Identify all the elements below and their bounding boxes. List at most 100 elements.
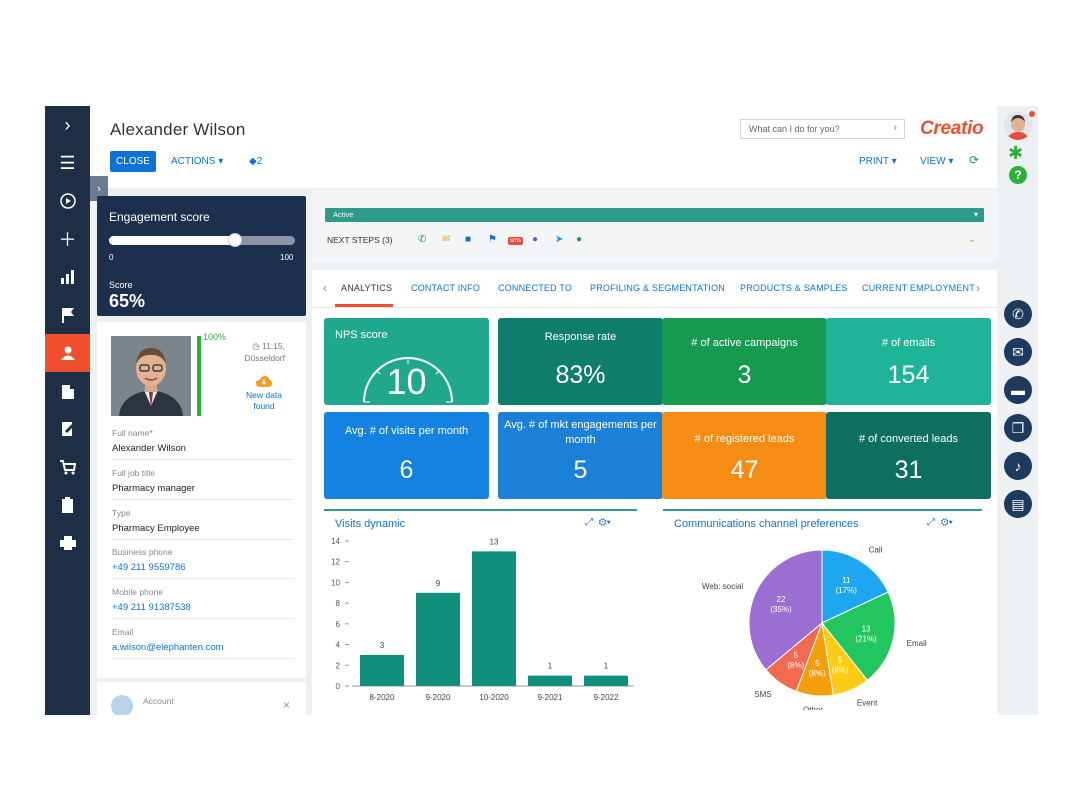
new-data-found[interactable]: New data found — [237, 376, 291, 412]
tab-scroll-left-icon[interactable]: ‹ — [323, 281, 327, 295]
tags-button[interactable]: ◆2 — [249, 156, 262, 167]
user-avatar[interactable] — [1004, 112, 1032, 140]
x-tick-label: 10-2020 — [479, 693, 509, 702]
gear-icon[interactable]: ✱ — [1008, 143, 1024, 163]
x-tick-label: 9-2020 — [426, 693, 451, 702]
close-icon[interactable]: × — [283, 698, 291, 712]
chart-title: Communications channel preferences — [674, 518, 859, 530]
documents-icon[interactable] — [45, 410, 90, 448]
expand-icon[interactable]: ⤢ — [927, 517, 935, 528]
messenger-icon[interactable]: ● — [532, 234, 539, 245]
page-title: Alexander Wilson — [110, 120, 246, 139]
play-icon[interactable] — [45, 182, 90, 220]
slice-percent-label: (21%) — [855, 634, 877, 643]
account-panel: Account × — [97, 682, 306, 715]
whatsapp-icon[interactable]: ● — [576, 234, 583, 245]
tab-bar: ‹ ANALYTICS CONTACT INFO CONNECTED TO PR… — [312, 270, 997, 308]
tab-contact-info[interactable]: CONTACT INFO — [411, 283, 481, 293]
contacts-icon[interactable] — [45, 334, 90, 372]
tile-value: 3 — [737, 361, 752, 389]
tile-title: # of registered leads — [694, 433, 795, 445]
y-tick-label: 4 — [336, 641, 341, 650]
mail-icon[interactable]: ✉ — [1004, 338, 1032, 366]
tab-current-employment[interactable]: CURRENT EMPLOYMENT — [862, 283, 975, 293]
x-tick-label: 9-2022 — [594, 693, 619, 702]
email-icon[interactable]: ✉ — [442, 234, 451, 245]
slider-knob[interactable] — [228, 233, 243, 247]
field-label: Business phone — [112, 547, 173, 557]
tile-nps-score[interactable]: NPS score 10 — [324, 318, 489, 405]
tile-active-campaigns[interactable]: # of active campaigns 3 — [662, 318, 827, 405]
chat-icon[interactable]: ■ — [465, 234, 472, 245]
cart-icon[interactable] — [45, 448, 90, 486]
chart-tools[interactable]: ⤢ ⚙▾ — [927, 517, 953, 528]
accounts-icon[interactable] — [45, 372, 90, 410]
tab-analytics[interactable]: ANALYTICS — [341, 283, 393, 293]
tile-registered-leads[interactable]: # of registered leads 47 — [662, 412, 827, 499]
tile-response-rate[interactable]: Response rate 83% — [498, 318, 663, 405]
tile-value: 83% — [555, 361, 606, 389]
phone-call-icon[interactable]: ✆ — [1004, 300, 1032, 328]
telegram-icon[interactable]: ➤ — [555, 234, 564, 245]
panel-collapse-toggle[interactable]: › — [90, 176, 108, 201]
sms-icon[interactable]: sms — [508, 237, 523, 245]
next-steps-label[interactable]: NEXT STEPS (3) — [327, 235, 393, 245]
field-value[interactable]: Pharmacy manager — [112, 483, 195, 494]
chart-tools[interactable]: ⤢ ⚙▾ — [585, 517, 611, 528]
slice-name-label: SMS — [754, 690, 771, 699]
account-label: Account — [143, 696, 174, 706]
task-flag-icon[interactable]: ⚑ — [488, 234, 497, 245]
slice-name-label: Web: social — [702, 582, 743, 591]
help-icon[interactable]: ? — [1009, 166, 1027, 184]
tile-avg-visits[interactable]: Avg. # of visits per month 6 — [324, 412, 489, 499]
field-value[interactable]: Pharmacy Employee — [112, 523, 200, 534]
actions-menu[interactable]: ACTIONS ▾ — [171, 156, 224, 167]
engagement-slider[interactable] — [109, 233, 295, 247]
status-dropdown[interactable]: Active ▾ — [325, 208, 984, 222]
contact-photo[interactable] — [111, 336, 191, 416]
printer-icon[interactable] — [45, 524, 90, 562]
tab-connected-to[interactable]: CONNECTED TO — [498, 283, 573, 293]
settings-icon[interactable]: ⚙▾ — [940, 517, 953, 528]
local-city: Düsseldorf — [244, 353, 285, 363]
field-value[interactable]: +49 211 9559786 — [112, 562, 186, 573]
settings-icon[interactable]: ⚙▾ — [598, 517, 611, 528]
expand-chevron-icon[interactable]: › — [64, 114, 71, 135]
message-icon[interactable]: ▬ — [1004, 376, 1032, 404]
tile-title: Avg. # of visits per month — [344, 425, 469, 437]
clipboard-icon[interactable] — [45, 486, 90, 524]
bar-value-label: 1 — [548, 662, 553, 671]
tile-converted-leads[interactable]: # of converted leads 31 — [826, 412, 991, 499]
x-tick-label: 9-2021 — [538, 693, 563, 702]
tile-avg-mkt-engagements[interactable]: Avg. # of mkt engagements per month 5 — [498, 412, 663, 499]
chevron-down-icon[interactable]: ⌄ — [968, 234, 977, 245]
tile-emails[interactable]: # of emails 154 — [826, 318, 991, 405]
feed-icon[interactable]: ▤ — [1004, 490, 1032, 518]
tab-scroll-right-icon[interactable]: › — [976, 281, 980, 295]
tile-value: 6 — [399, 456, 414, 484]
expand-icon[interactable]: ⤢ — [585, 517, 593, 528]
tab-products-samples[interactable]: PRODUCTS & SAMPLES — [740, 283, 848, 293]
analytics-content: NPS score 10 Response rate 83% # of acti… — [312, 308, 997, 715]
refresh-icon[interactable]: ⟳ — [969, 153, 980, 167]
chats-icon[interactable]: ❐ — [1004, 414, 1032, 442]
field-value[interactable]: Alexander Wilson — [112, 443, 186, 454]
field-value[interactable]: a.wilson@elephanten.com — [112, 642, 224, 653]
phone-icon[interactable]: ✆ — [418, 234, 427, 245]
tile-title: # of emails — [881, 337, 936, 349]
slice-percent-label: (17%) — [836, 586, 858, 595]
print-menu[interactable]: PRINT ▾ — [859, 156, 897, 167]
menu-icon[interactable]: ☰ — [59, 152, 76, 173]
bell-icon[interactable]: ♪ — [1004, 452, 1032, 480]
field-type: Type Pharmacy Employee — [112, 508, 293, 540]
add-icon[interactable]: ＋ — [58, 230, 77, 250]
slice-value-label: 22 — [777, 595, 786, 604]
view-menu[interactable]: VIEW ▾ — [920, 156, 954, 167]
close-button[interactable]: CLOSE — [110, 151, 156, 172]
flag-icon[interactable] — [45, 296, 90, 334]
analytics-icon[interactable] — [45, 258, 90, 296]
search-input[interactable]: What can I do for you? › — [740, 119, 905, 139]
cloud-download-icon — [256, 376, 272, 387]
field-value[interactable]: +49 211 91387538 — [112, 602, 191, 613]
tab-profiling-segmentation[interactable]: PROFILING & SEGMENTATION — [590, 283, 725, 293]
